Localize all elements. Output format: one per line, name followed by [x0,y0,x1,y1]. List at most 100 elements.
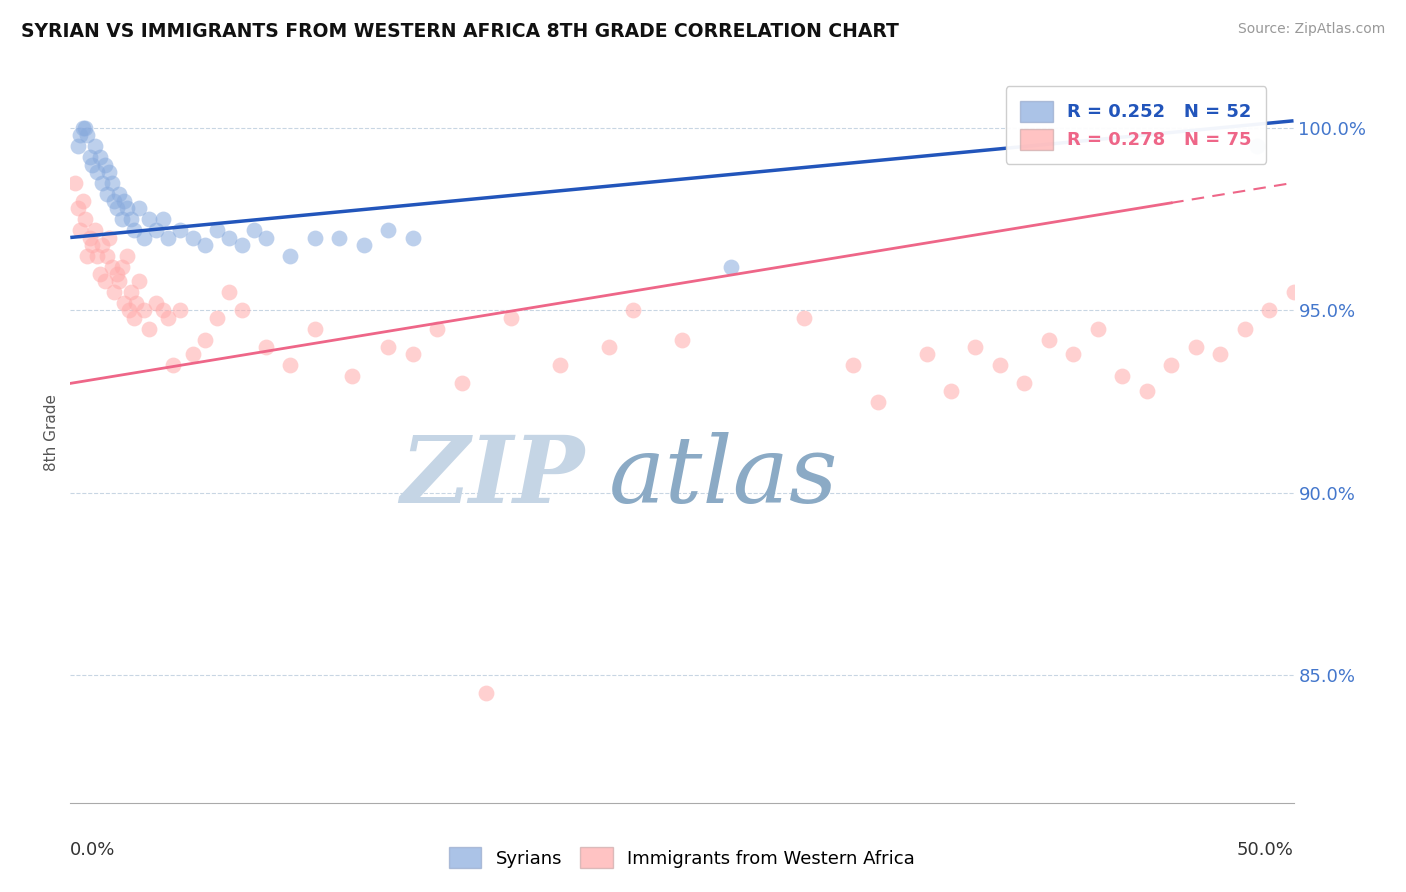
Point [115,202,138,216]
Point [103,285,125,300]
Point [280,358,302,372]
Point [402,347,425,361]
Point [1282,285,1305,300]
Point [548,358,571,372]
Point [89,267,111,281]
Point [254,340,277,354]
Point [842,358,865,372]
Point [205,223,228,237]
Point [69,223,91,237]
Point [340,369,363,384]
Point [76,249,98,263]
Point [121,212,143,227]
Point [105,267,128,281]
Point [988,358,1011,372]
Point [304,321,326,335]
Point [231,237,253,252]
Point [1062,347,1084,361]
Point [1014,376,1036,391]
Point [69,128,91,143]
Legend: Syrians, Immigrants from Western Africa: Syrians, Immigrants from Western Africa [441,840,922,875]
Point [1306,267,1329,281]
Point [91,237,114,252]
Point [132,230,155,244]
Point [1233,321,1256,335]
Point [671,333,693,347]
Point [1111,369,1133,384]
Point [118,303,141,318]
Point [108,274,131,288]
Point [122,310,145,325]
Point [112,194,135,208]
Point [79,230,101,244]
Text: 0.0%: 0.0% [70,840,115,859]
Point [1038,333,1060,347]
Point [1160,358,1182,372]
Point [73,212,96,227]
Point [450,376,472,391]
Point [866,394,889,409]
Point [93,157,115,171]
Point [145,296,167,310]
Point [83,139,105,153]
Point [91,176,114,190]
Point [115,249,138,263]
Point [377,340,399,354]
Y-axis label: 8th Grade: 8th Grade [44,394,59,471]
Point [475,686,498,700]
Point [1184,340,1206,354]
Point [1258,303,1281,318]
Point [169,303,191,318]
Point [108,186,131,201]
Point [1209,347,1232,361]
Point [103,194,125,208]
Point [377,223,399,237]
Point [66,139,89,153]
Point [231,303,253,318]
Point [499,310,522,325]
Point [939,384,962,398]
Point [111,260,134,274]
Point [720,260,742,274]
Point [162,358,184,372]
Point [152,212,174,227]
Point [402,230,425,244]
Point [86,165,108,179]
Point [621,303,644,318]
Text: SYRIAN VS IMMIGRANTS FROM WESTERN AFRICA 8TH GRADE CORRELATION CHART: SYRIAN VS IMMIGRANTS FROM WESTERN AFRICA… [21,22,898,41]
Point [132,303,155,318]
Point [122,223,145,237]
Point [138,212,160,227]
Point [965,340,987,354]
Point [181,347,204,361]
Point [128,274,150,288]
Point [145,223,167,237]
Point [1136,384,1159,398]
Point [96,186,118,201]
Point [63,176,86,190]
Point [111,212,134,227]
Point [82,157,104,171]
Point [138,321,160,335]
Point [96,249,118,263]
Point [82,237,104,252]
Point [157,230,180,244]
Point [254,230,277,244]
Point [125,296,148,310]
Point [76,128,98,143]
Point [112,296,135,310]
Point [1331,249,1354,263]
Point [73,121,96,136]
Point [205,310,228,325]
Point [128,202,150,216]
Point [89,150,111,164]
Text: atlas: atlas [609,432,838,522]
Point [598,340,620,354]
Point [915,347,938,361]
Point [793,310,815,325]
Point [194,237,217,252]
Point [105,202,128,216]
Point [72,194,94,208]
Point [1355,230,1378,244]
Point [181,230,204,244]
